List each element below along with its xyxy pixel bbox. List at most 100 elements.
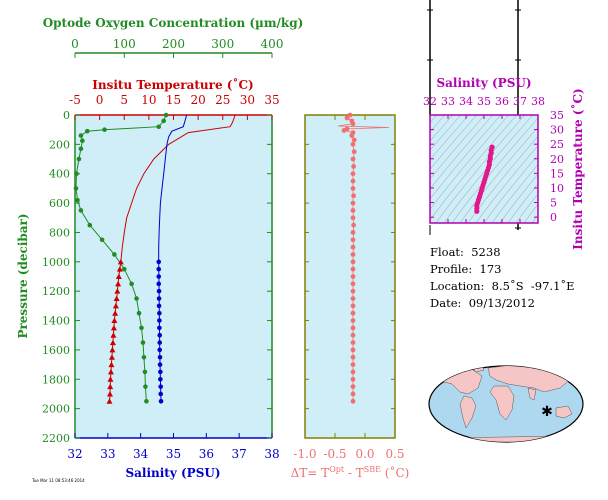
ts-temperature-tick-label: 35 [550, 109, 564, 122]
oxygen-point [136, 310, 142, 316]
delta-t-point [350, 252, 356, 257]
world-map: ✱ [428, 365, 584, 443]
temperature-tick-label: 10 [141, 93, 156, 107]
salinity-point [158, 369, 163, 375]
density-contour [430, 115, 494, 190]
delta-t-point [350, 332, 356, 338]
ts-temperature-tick-label: 30 [550, 124, 564, 137]
delta-t-point [350, 391, 356, 397]
density-contour [491, 164, 538, 223]
delta-t-plot-background [304, 114, 396, 439]
ts-temperature-axis-title: Insitu Temperature (˚C) [570, 88, 585, 249]
delta-t-point [350, 340, 356, 345]
density-contour [475, 145, 538, 223]
oxygen-point [87, 222, 93, 228]
pressure-tick-label: 1600 [42, 344, 70, 357]
pressure-tick-label: 2000 [42, 403, 70, 416]
temperature-point [106, 390, 113, 397]
oxygen-point [102, 127, 107, 132]
salinity-point [157, 354, 163, 360]
temperature-point [114, 288, 121, 294]
salinity-tick-label: 35 [166, 447, 181, 461]
delta-t-point [351, 222, 356, 228]
density-contour [430, 115, 510, 210]
density-contour [435, 115, 526, 223]
salinity-point [156, 296, 162, 301]
generation-timestamp: Tue Mar 11 08:53:46 2014 [32, 478, 85, 483]
density-contour [430, 115, 518, 221]
ts-series-group [474, 144, 495, 214]
delta-t-point [350, 230, 356, 235]
oxygen-point [85, 128, 90, 134]
oxygen-tick-label: 100 [113, 37, 136, 51]
salinity-point [156, 288, 162, 294]
delta-t-point [350, 266, 356, 272]
salinity-point [158, 391, 163, 397]
ts-salinity-tick-label: 36 [495, 95, 509, 108]
temperature-point [108, 361, 115, 368]
oxygen-point [75, 197, 80, 203]
salinity-tick-label: 32 [67, 447, 82, 461]
delta-t-point [350, 186, 356, 191]
salinity-tick-label: 37 [232, 447, 247, 461]
delta-t-point [347, 112, 353, 118]
delta-t-axis-ticks: -1.0 -0.5 0.0 0.5 [293, 114, 405, 461]
temperature-point [107, 383, 114, 390]
salinity-tick-label: 36 [199, 447, 214, 461]
delta-t-point [350, 310, 356, 316]
oxygen-tick-label: 0 [71, 37, 79, 51]
density-contour [430, 115, 502, 200]
oxygen-point [99, 237, 105, 243]
delta-t-point [351, 163, 356, 169]
delta-t-point [350, 121, 356, 127]
oxygen-tick-label: 400 [261, 37, 284, 51]
map-land-africa [489, 385, 515, 421]
pressure-tick-label: 1200 [42, 285, 70, 298]
main-plot-background [75, 115, 272, 438]
temperature-point [111, 317, 118, 324]
delta-t-point [350, 362, 356, 367]
main-profile-panel: Optode Oxygen Concentration (µm/kg) Insi… [16, 16, 303, 480]
temperature-point [112, 302, 119, 309]
ts-plot-background [430, 115, 538, 223]
ts-density-contours [430, 115, 538, 223]
salinity-point [157, 347, 163, 353]
map-land-india [527, 387, 537, 401]
delta-t-point [349, 133, 355, 138]
ts-temperature-tick-label: 20 [550, 153, 564, 166]
ts-salinity-tick-label: 35 [477, 95, 491, 108]
salinity-point [156, 266, 162, 272]
delta-t-point [350, 156, 356, 162]
ts-salinity-tick-label: 38 [531, 95, 545, 108]
salinity-point [158, 376, 163, 382]
temperature-point [107, 376, 114, 382]
oxygen-tick-label: 300 [211, 37, 234, 51]
pressure-tick-label: 2200 [42, 432, 70, 445]
oxygen-point [129, 281, 134, 287]
oxygen-point [78, 208, 84, 213]
oxygen-point [78, 133, 84, 138]
density-contour [430, 115, 486, 180]
temperature-point [106, 398, 113, 404]
temperature-point [113, 295, 120, 302]
ts-temperature-tick-label: 5 [550, 197, 557, 210]
map-land-south-america [459, 395, 477, 429]
salinity-point [158, 398, 164, 404]
delta-t-tick-label: 0.0 [355, 447, 374, 461]
salinity-tick-label: 38 [264, 447, 279, 461]
delta-t-point [350, 237, 356, 243]
profile-number: Profile: 173 [430, 262, 502, 276]
density-contour [451, 117, 538, 223]
pressure-tick-label: 1400 [42, 315, 70, 328]
temperature-point [112, 310, 119, 316]
delta-t-series-group [337, 112, 390, 404]
salinity-point [157, 318, 162, 323]
salinity-point [156, 303, 162, 309]
delta-t-tick-label: -1.0 [293, 447, 316, 461]
salinity-tick-label: 34 [133, 447, 149, 461]
delta-t-point [344, 115, 350, 121]
temperature-point [115, 280, 122, 287]
ts-salinity-tick-label: 32 [423, 95, 437, 108]
delta-t-point [350, 296, 356, 301]
delta-t-point [350, 303, 356, 309]
